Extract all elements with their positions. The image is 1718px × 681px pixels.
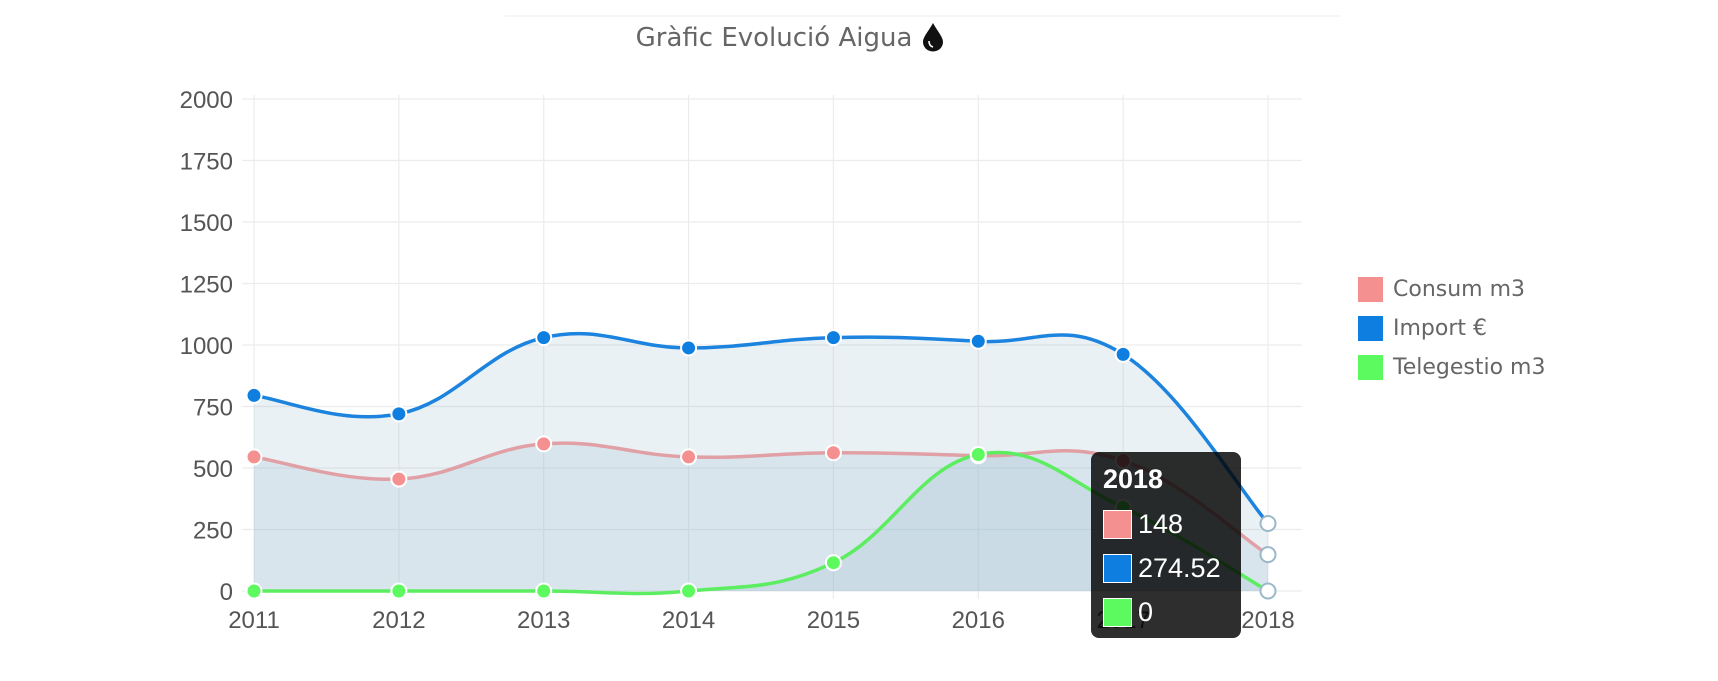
x-tick-label: 2013 xyxy=(517,607,570,634)
y-tick-label: 250 xyxy=(193,518,233,545)
data-point xyxy=(969,445,987,463)
legend-item[interactable]: Import € xyxy=(1358,309,1545,348)
tooltip-swatch xyxy=(1103,553,1132,583)
data-point xyxy=(390,405,408,423)
data-point xyxy=(390,582,408,600)
y-tick-label: 1500 xyxy=(180,210,233,237)
tooltip-swatch xyxy=(1103,509,1132,539)
chart-legend: Consum m3 Import € Telegestio m3 xyxy=(1358,270,1545,387)
chart-tooltip: 2018 148 274.52 0 xyxy=(1091,452,1241,638)
data-point xyxy=(1114,345,1132,363)
water-drop-icon xyxy=(923,23,944,52)
series-area xyxy=(254,333,1268,591)
chart-title: Gràfic Evolució Aigua xyxy=(635,23,913,53)
legend-label: Consum m3 xyxy=(1393,277,1526,302)
data-point xyxy=(390,470,408,488)
legend-item[interactable]: Consum m3 xyxy=(1358,270,1545,309)
data-point xyxy=(245,582,263,600)
chart-areas xyxy=(254,333,1268,594)
data-point xyxy=(1259,582,1277,600)
legend-swatch xyxy=(1358,277,1383,302)
data-point xyxy=(535,435,553,453)
legend-item[interactable]: Telegestio m3 xyxy=(1358,348,1545,387)
data-point xyxy=(680,448,698,466)
x-tick-label: 2018 xyxy=(1241,607,1294,634)
y-tick-label: 0 xyxy=(220,579,233,606)
data-point xyxy=(245,448,263,466)
chart-title-wrap: Gràfic Evolució Aigua xyxy=(0,22,1580,53)
x-tick-label: 2016 xyxy=(952,607,1005,634)
legend-swatch xyxy=(1358,316,1383,341)
tooltip-swatch xyxy=(1103,597,1132,627)
data-point xyxy=(824,444,842,462)
tooltip-value: 148 xyxy=(1138,508,1184,539)
y-tick-label: 2000 xyxy=(180,87,233,114)
chart-points xyxy=(245,329,1277,600)
tooltip-value: 274.52 xyxy=(1138,552,1221,583)
tooltip-value: 0 xyxy=(1138,596,1154,627)
data-point xyxy=(535,582,553,600)
y-tick-label: 750 xyxy=(193,395,233,422)
series-area xyxy=(254,443,1268,591)
tooltip-row: 274.52 xyxy=(1103,546,1229,590)
data-point xyxy=(680,339,698,357)
tooltip-title: 2018 xyxy=(1103,464,1164,494)
legend-swatch xyxy=(1358,355,1383,380)
top-divider xyxy=(505,15,1340,17)
x-tick-label: 2014 xyxy=(662,607,715,634)
legend-label: Import € xyxy=(1393,316,1488,341)
y-tick-label: 500 xyxy=(193,456,233,483)
data-point xyxy=(969,332,987,350)
series-area xyxy=(254,452,1268,594)
data-point xyxy=(680,582,698,600)
data-point xyxy=(245,386,263,404)
y-tick-label: 1750 xyxy=(180,149,233,176)
x-tick-label: 2012 xyxy=(372,607,425,634)
legend-label: Telegestio m3 xyxy=(1393,355,1546,380)
data-point xyxy=(535,329,553,347)
data-point xyxy=(824,329,842,347)
y-axis-ticks: 2000 1750 1500 1250 1000 750 500 250 0 xyxy=(180,87,233,606)
data-point xyxy=(824,554,842,572)
tooltip-row: 0 xyxy=(1103,590,1229,634)
x-tick-label: 2015 xyxy=(807,607,860,634)
x-tick-label: 2011 xyxy=(228,607,280,634)
data-point xyxy=(1259,546,1277,564)
data-point xyxy=(1259,514,1277,532)
y-tick-label: 1250 xyxy=(180,272,233,299)
y-tick-label: 1000 xyxy=(180,333,233,360)
tooltip-row: 148 xyxy=(1103,502,1229,546)
